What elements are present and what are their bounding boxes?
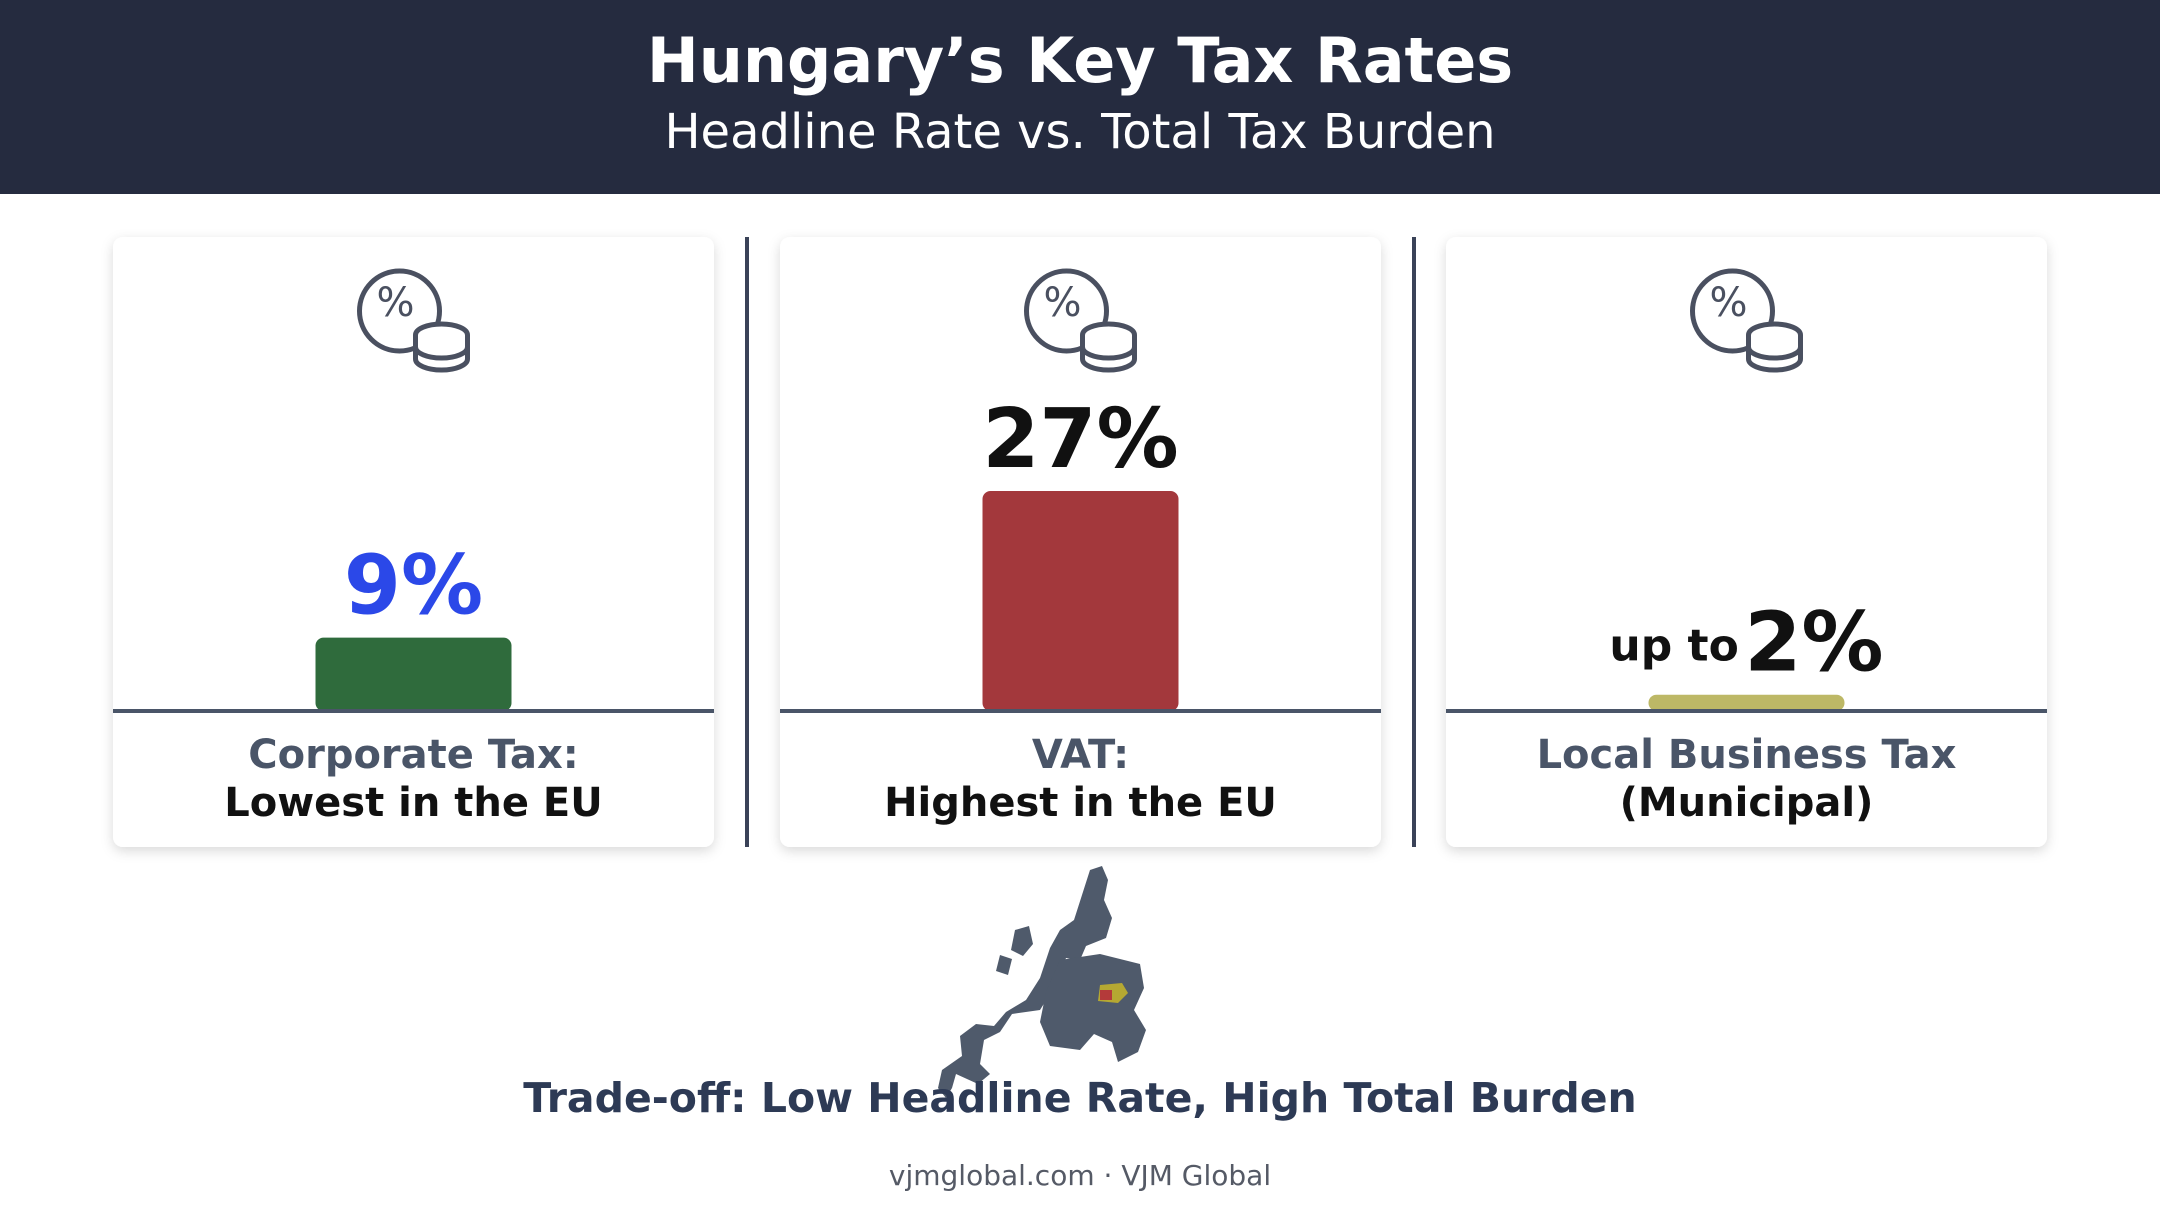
value-label-prefix: up to xyxy=(1609,621,1738,672)
card xyxy=(1446,237,2047,847)
value-label-text: 27% xyxy=(982,392,1178,487)
value-label-text: 9% xyxy=(344,539,483,634)
header xyxy=(0,0,2160,194)
source: vjmglobal.com · VJM Global xyxy=(889,1159,1271,1192)
bar xyxy=(982,491,1179,711)
category-note: Highest in the EU xyxy=(884,780,1277,826)
europe-map xyxy=(938,866,1146,1098)
value-label-text: 2% xyxy=(1744,596,1883,691)
value-label: 27% xyxy=(982,392,1178,487)
category-note: Lowest in the EU xyxy=(224,780,602,826)
value-label: 9% xyxy=(344,539,483,634)
bar xyxy=(315,637,512,711)
bar xyxy=(1648,694,1845,711)
chart-subtitle: Headline Rate vs. Total Tax Burden xyxy=(664,104,1495,160)
category-note: (Municipal) xyxy=(1620,780,1874,826)
value-label: up to 2% xyxy=(1609,596,1883,691)
card xyxy=(113,237,714,847)
category-label: Corporate Tax: xyxy=(248,732,579,778)
footer: Trade-off: Low Headline Rate, High Total… xyxy=(523,1074,1637,1122)
category-label: Local Business Tax xyxy=(1537,732,1957,778)
category-label: VAT: xyxy=(1032,732,1129,778)
chart-title: Hungary’s Key Tax Rates xyxy=(647,24,1513,97)
